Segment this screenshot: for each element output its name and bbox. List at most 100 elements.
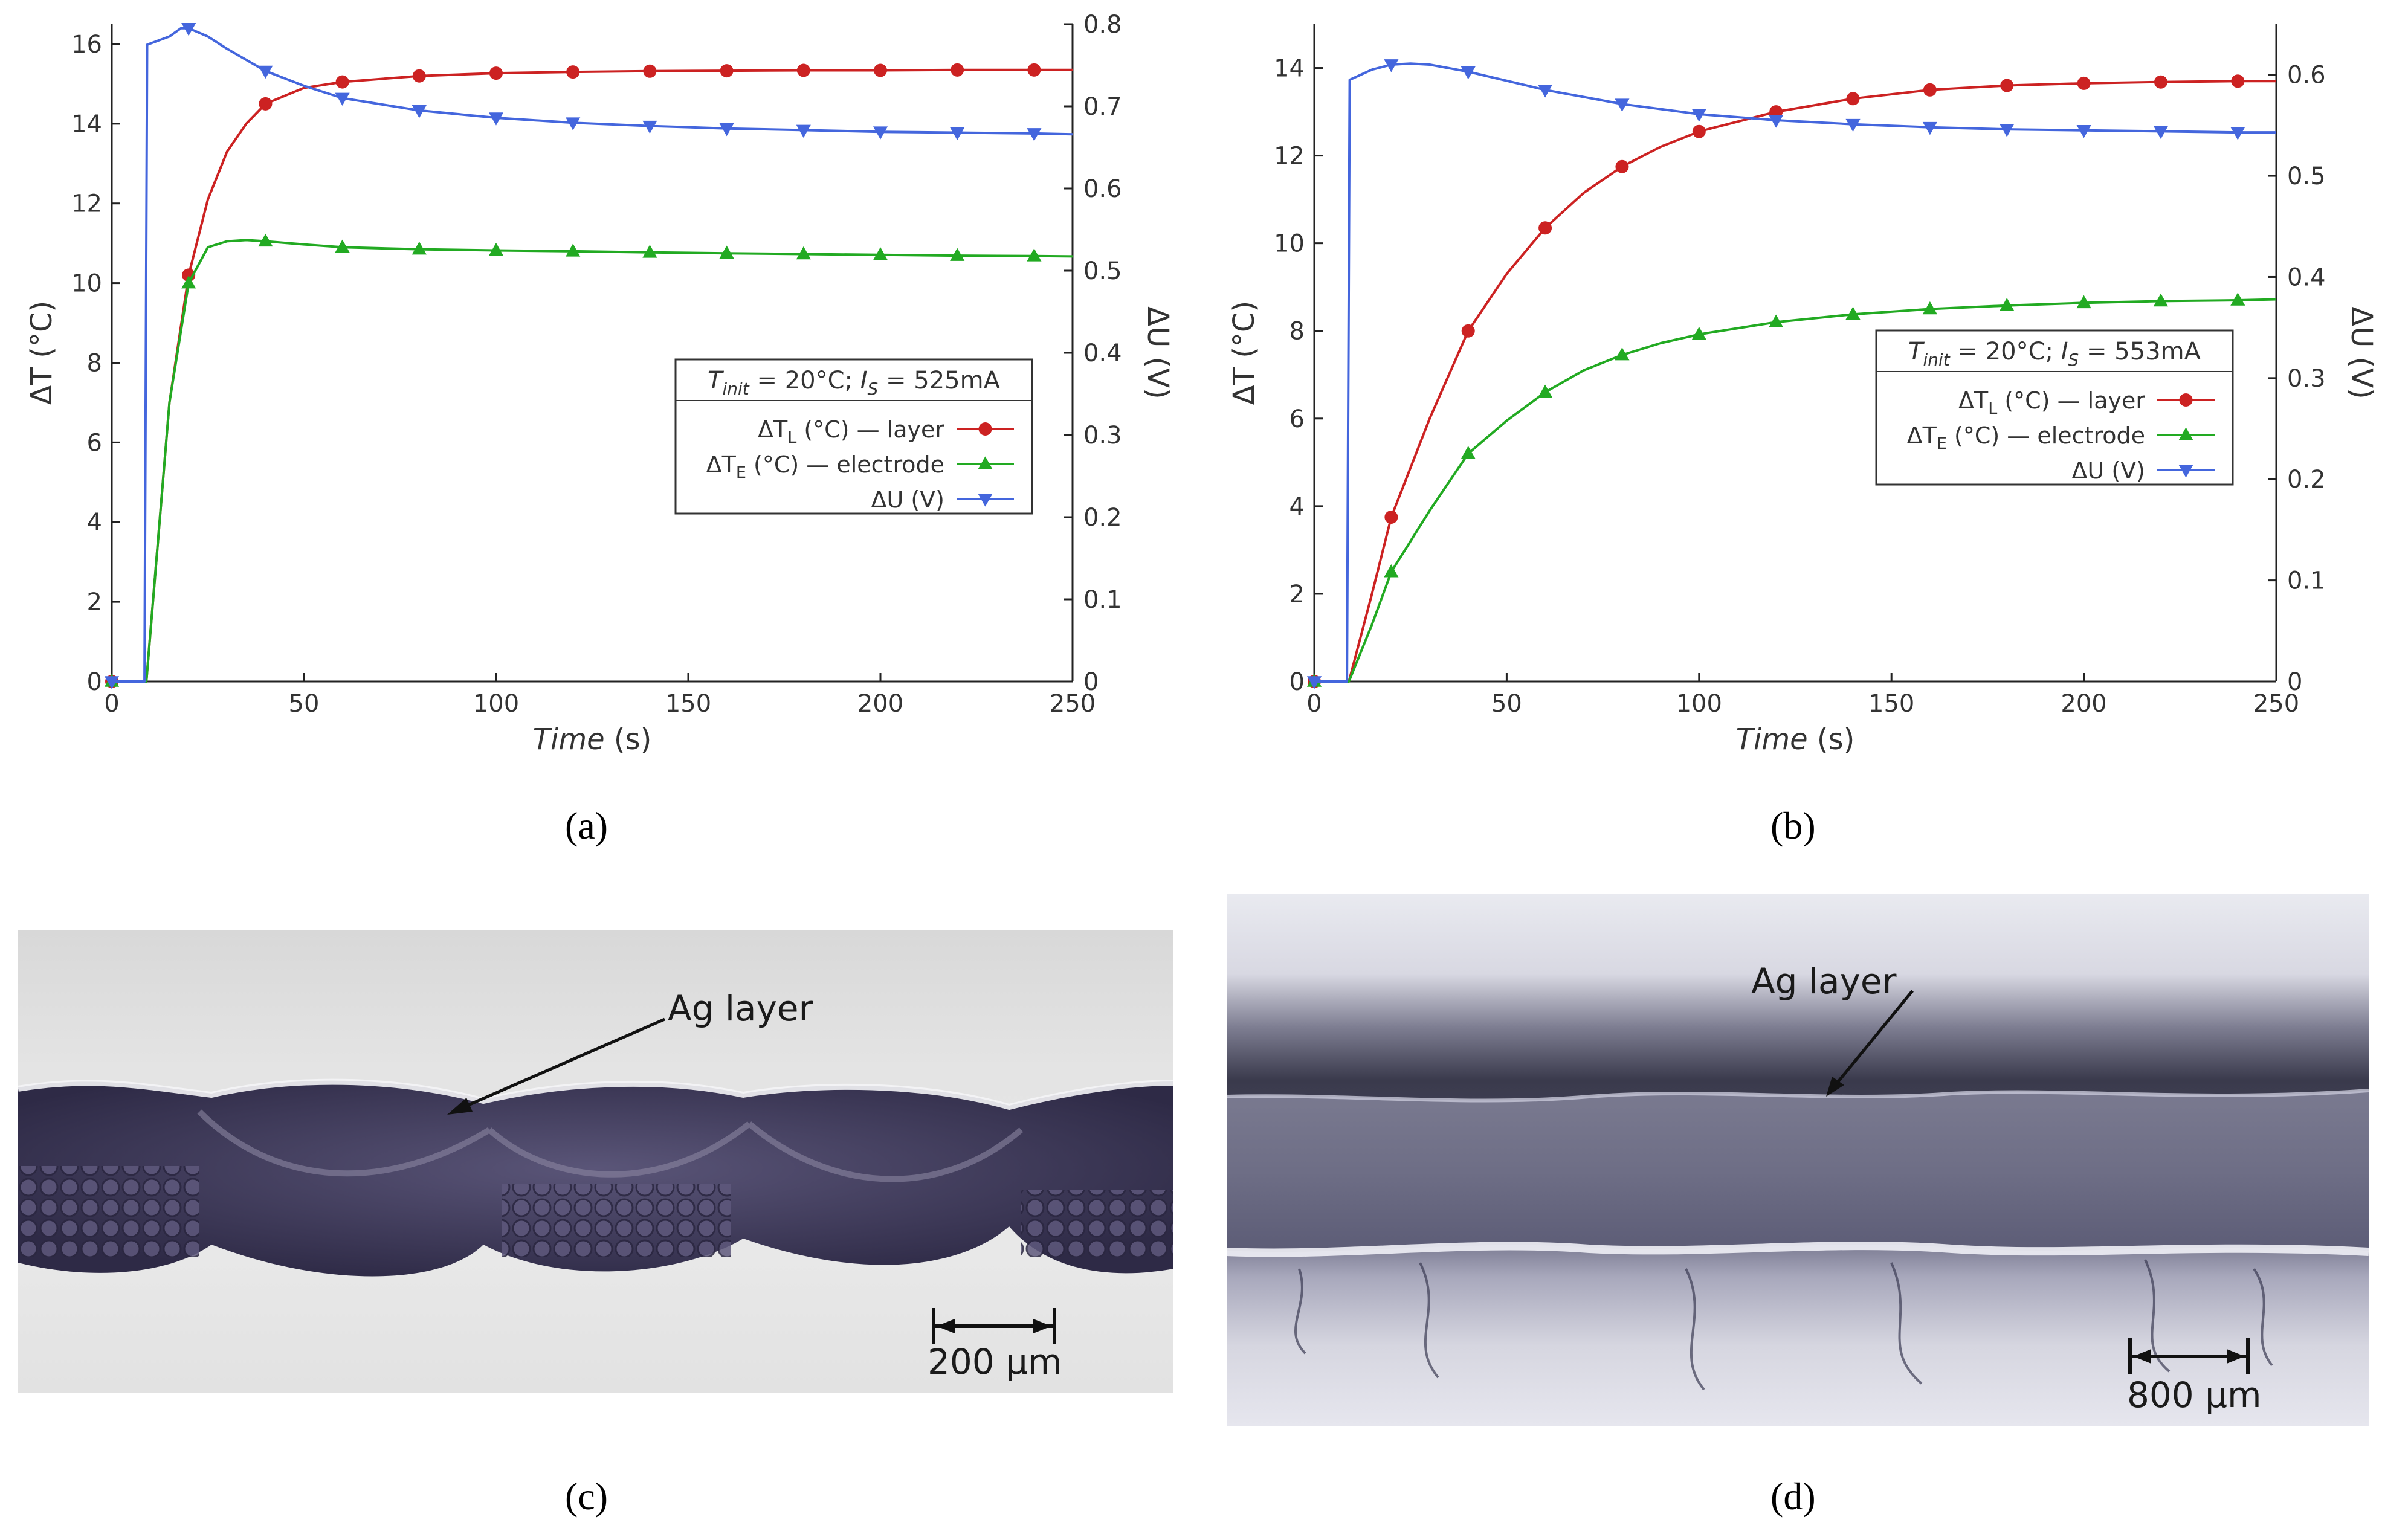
x-tick-label: 250 [2253, 690, 2299, 718]
legend-header-mid: = 20°C; [749, 367, 860, 395]
series-1-marker [566, 243, 581, 257]
legend-entry-sub: L [1988, 399, 1997, 418]
micrograph-c: Ag layer 200 μm [18, 930, 1173, 1393]
series-0-marker [2077, 76, 2091, 90]
series-2-marker [335, 92, 350, 106]
y-right-tick-label: 0.4 [1083, 340, 1122, 367]
x-tick-label: 0 [104, 690, 119, 718]
legend-header-sub: init [722, 379, 749, 399]
x-tick-label: 0 [1306, 690, 1322, 718]
y-right-tick-label: 0.6 [1083, 175, 1122, 203]
y-right-tick-label: 0.2 [1083, 504, 1122, 532]
series-1-marker [2153, 293, 2169, 307]
x-tick-label: 50 [1491, 690, 1522, 718]
y-axis-left-label: ΔT (°C) [1227, 301, 1261, 405]
legend-header-I: I [2061, 338, 2068, 366]
legend-header-isub: S [868, 379, 879, 399]
legend-header-mid: = 20°C; [1950, 338, 2061, 366]
annotation-ag-layer-d: Ag layer [1751, 961, 1897, 1002]
y-left-tick-label: 12 [1274, 143, 1305, 170]
series-1-marker [950, 248, 965, 261]
series-1-marker [2000, 298, 2015, 311]
legend-entry-sub: E [736, 463, 746, 482]
x-axis-label: Time (s) [1736, 723, 1855, 756]
series-1-marker [719, 245, 734, 259]
legend-header: Tinit = 20°C; IS = 553mA [1908, 338, 2201, 370]
series-2-marker [2076, 124, 2091, 138]
legend-entry-prefix: ΔT [758, 416, 788, 443]
y-left-tick-label: 2 [87, 588, 102, 616]
x-tick-label: 100 [473, 690, 519, 718]
series-0-marker [951, 63, 964, 77]
x-tick-label: 200 [857, 690, 903, 718]
series-2-marker [566, 117, 581, 130]
series-line-2 [1314, 62, 2276, 683]
y-right-tick-label: 0.2 [2287, 466, 2326, 494]
y-left-tick-label: 10 [71, 270, 102, 298]
x-axis-label-italic: Time [1736, 723, 1808, 756]
x-axis-label: Time (s) [533, 723, 652, 756]
series-0-marker [796, 63, 810, 77]
legend-entry-suffix: (°C) — layer [796, 416, 944, 443]
series-0-marker [566, 65, 580, 79]
series-1-marker [1461, 446, 1476, 459]
series-0-marker [874, 63, 887, 77]
panel-label-d: (d) [1770, 1475, 1816, 1518]
series-0-marker [1384, 511, 1398, 524]
series-2-marker [1384, 59, 1399, 72]
y-left-tick-label: 12 [71, 190, 102, 218]
y-left-tick-label: 4 [87, 509, 102, 536]
series-0-marker [720, 64, 734, 78]
legend-swatch-marker-1 [978, 456, 993, 469]
series-1-marker [642, 245, 657, 258]
legend-entry-prefix: ΔT [1958, 387, 1989, 414]
legend-entry-suffix: (°C) — electrode [746, 451, 944, 478]
series-line-0 [1314, 80, 2276, 683]
series-0-marker [489, 66, 503, 80]
legend-swatch-marker-2 [2178, 465, 2193, 478]
series-1-marker [1615, 347, 1630, 361]
y-left-tick-label: 8 [1289, 318, 1305, 346]
series-2-marker [1769, 115, 1784, 128]
series-2-marker [258, 65, 273, 79]
series-0-marker [1461, 324, 1475, 338]
legend-swatch-marker-0 [2179, 393, 2193, 407]
legend-entry-1: ΔTE (°C) — electrode [1907, 422, 2145, 453]
series-1-marker [1027, 248, 1042, 262]
series-0-marker [1027, 63, 1041, 77]
y-left-tick-label: 0 [1289, 668, 1305, 696]
series-0-marker [412, 69, 426, 83]
micrograph-d: Ag layer 800 μm [1227, 894, 2369, 1426]
legend-header-T: T [1908, 338, 1925, 366]
series-2-marker [1461, 66, 1476, 80]
series-1-marker [2230, 292, 2245, 306]
series-2-marker [2000, 124, 2015, 137]
x-tick-label: 50 [289, 690, 320, 718]
chart-b: 0 50 100 150 200 2500246810121400.10.20.30.40… [1227, 24, 2378, 756]
y-right-tick-label: 0.6 [2287, 62, 2326, 89]
series-0-marker [2231, 74, 2245, 88]
x-tick-label: 200 [2061, 690, 2106, 718]
y-left-tick-label: 14 [1274, 55, 1305, 83]
series-0-marker [2000, 79, 2014, 92]
series-1-marker [796, 246, 811, 260]
chart-a: 0 50 100 150 200 250024681012141600.10.20.30.… [25, 11, 1175, 756]
legend-entry-suffix: (V) [2104, 457, 2145, 484]
series-0-marker [259, 97, 273, 111]
y-right-tick-label: 0.7 [1083, 93, 1122, 121]
series-2-marker [719, 123, 734, 137]
legend-entry-prefix: ΔU [871, 486, 903, 513]
series-2-marker [488, 112, 504, 126]
series-1-marker [258, 233, 273, 247]
series-0-marker [643, 64, 657, 78]
series-1-marker [488, 242, 504, 256]
y-right-tick-label: 0.8 [1083, 11, 1122, 39]
x-axis-label-italic: Time [533, 723, 605, 756]
legend-entry-prefix: ΔU [2071, 457, 2104, 484]
annotation-ag-layer-c: Ag layer [668, 988, 813, 1029]
x-tick-label: 150 [1868, 690, 1914, 718]
series-0-marker [1923, 83, 1937, 97]
y-right-tick-label: 0.1 [2287, 567, 2326, 595]
series-2-marker [642, 120, 657, 134]
series-2-marker [2230, 127, 2245, 140]
